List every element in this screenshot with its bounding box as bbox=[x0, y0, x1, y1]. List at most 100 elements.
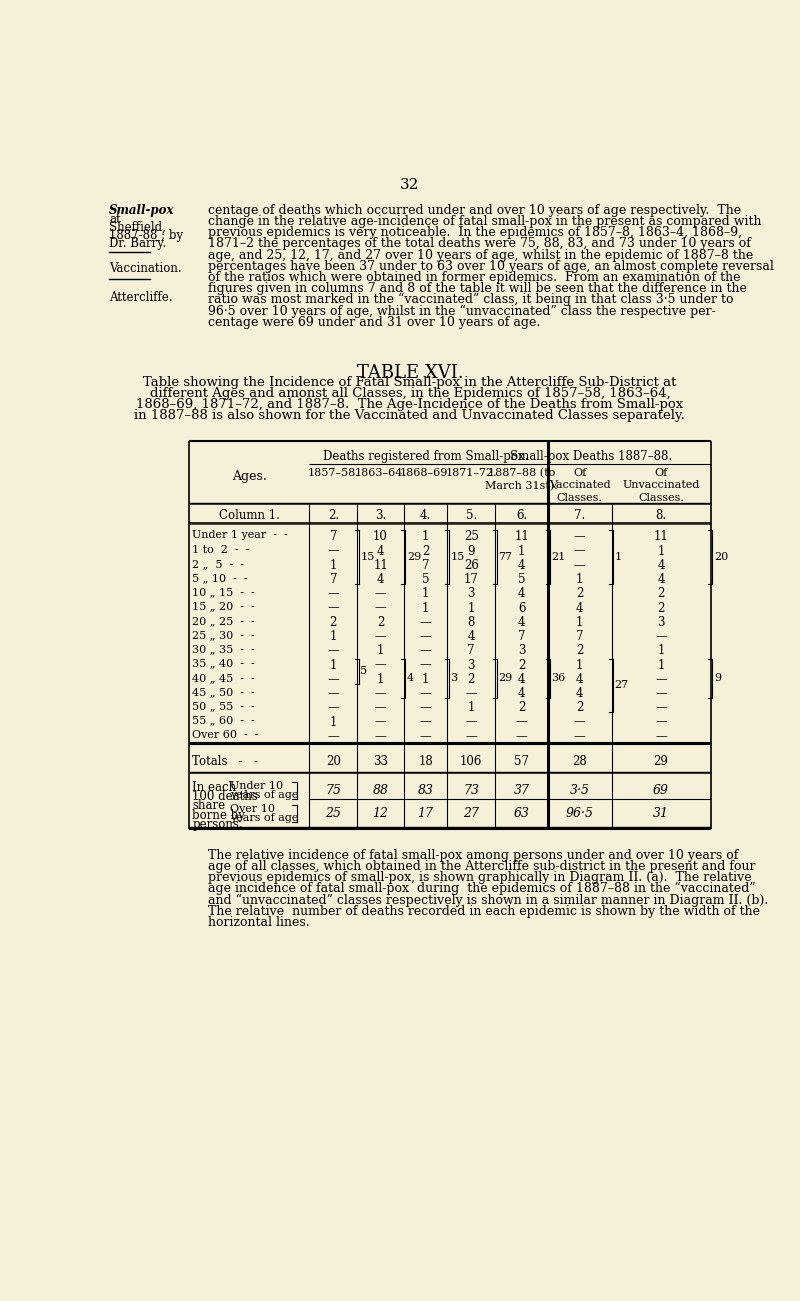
Text: Totals   -   -: Totals - - bbox=[192, 755, 258, 768]
Text: 2.: 2. bbox=[328, 509, 339, 522]
Text: 7: 7 bbox=[576, 630, 583, 643]
Text: The relative incidence of fatal small-pox among persons under and over 10 years : The relative incidence of fatal small-po… bbox=[209, 848, 739, 861]
Text: 4: 4 bbox=[407, 674, 414, 683]
Text: In each: In each bbox=[192, 781, 236, 794]
Text: 1 to  2  -  -: 1 to 2 - - bbox=[192, 545, 250, 554]
Text: —: — bbox=[655, 673, 667, 686]
Text: —: — bbox=[374, 701, 386, 714]
Text: 1: 1 bbox=[330, 658, 337, 671]
Text: Deaths registered from Small-pox.: Deaths registered from Small-pox. bbox=[323, 450, 528, 463]
Text: previous epidemics is very noticeable.  In the epidemics of 1857–8, 1863–4, 1868: previous epidemics is very noticeable. I… bbox=[209, 226, 742, 239]
Text: —: — bbox=[420, 687, 431, 700]
Text: 1: 1 bbox=[576, 572, 583, 585]
Text: 73: 73 bbox=[463, 783, 479, 796]
Text: 4.: 4. bbox=[420, 509, 431, 522]
Text: 4: 4 bbox=[658, 559, 665, 572]
Text: 27: 27 bbox=[614, 680, 629, 691]
Text: 40 „ 45  -  -: 40 „ 45 - - bbox=[192, 673, 255, 683]
Text: 20: 20 bbox=[326, 755, 341, 768]
Text: 9: 9 bbox=[714, 674, 721, 683]
Text: 25: 25 bbox=[326, 807, 342, 820]
Text: 6.: 6. bbox=[516, 509, 527, 522]
Text: 33: 33 bbox=[373, 755, 388, 768]
Text: —: — bbox=[516, 716, 527, 729]
Text: Table showing the Incidence of Fatal Small-pox in the Attercliffe Sub-District a: Table showing the Incidence of Fatal Sma… bbox=[143, 376, 677, 389]
Text: 1: 1 bbox=[422, 673, 429, 686]
Text: —: — bbox=[655, 730, 667, 743]
Text: share: share bbox=[192, 799, 226, 812]
Text: 10: 10 bbox=[373, 531, 388, 544]
Text: 8.: 8. bbox=[655, 509, 666, 522]
Text: —: — bbox=[374, 587, 386, 600]
Text: 1: 1 bbox=[658, 545, 665, 558]
Text: 4: 4 bbox=[518, 587, 526, 600]
Text: Vaccination.: Vaccination. bbox=[110, 263, 182, 276]
Text: 1871–72.: 1871–72. bbox=[446, 468, 497, 477]
Text: 3: 3 bbox=[450, 674, 458, 683]
Text: figures given in columns 7 and 8 of the table it will be seen that the differenc: figures given in columns 7 and 8 of the … bbox=[209, 282, 747, 295]
Text: 11: 11 bbox=[654, 531, 669, 544]
Text: 28: 28 bbox=[572, 755, 587, 768]
Text: —: — bbox=[655, 716, 667, 729]
Text: 83: 83 bbox=[418, 783, 434, 796]
Text: 9: 9 bbox=[467, 545, 475, 558]
Text: 15 „ 20  -  -: 15 „ 20 - - bbox=[192, 601, 255, 611]
Text: 1887–88 (to
March 31st).: 1887–88 (to March 31st). bbox=[486, 468, 558, 490]
Text: Small-pox: Small-pox bbox=[110, 204, 175, 217]
Text: 63: 63 bbox=[514, 807, 530, 820]
Text: centage of deaths which occurred under and over 10 years of age respectively.  T: centage of deaths which occurred under a… bbox=[209, 204, 742, 217]
Text: persons.: persons. bbox=[192, 818, 243, 831]
Text: 4: 4 bbox=[377, 572, 384, 585]
Text: 6: 6 bbox=[518, 601, 526, 614]
Text: 25 „ 30  -  -: 25 „ 30 - - bbox=[192, 630, 255, 640]
Text: 10 „ 15  -  -: 10 „ 15 - - bbox=[192, 587, 255, 597]
Text: —: — bbox=[466, 716, 477, 729]
Text: Ages.: Ages. bbox=[232, 470, 266, 483]
Text: 17: 17 bbox=[464, 572, 478, 585]
Text: 7: 7 bbox=[518, 630, 526, 643]
Text: Column 1.: Column 1. bbox=[218, 509, 280, 522]
Text: 4: 4 bbox=[467, 630, 475, 643]
Text: —: — bbox=[327, 601, 339, 614]
Text: ratio was most marked in the “vaccinated” class, it being in that class 3·5 unde: ratio was most marked in the “vaccinated… bbox=[209, 293, 734, 307]
Text: 75: 75 bbox=[326, 783, 342, 796]
Text: —: — bbox=[327, 673, 339, 686]
Text: Over 60  -  -: Over 60 - - bbox=[192, 730, 258, 740]
Text: —: — bbox=[655, 630, 667, 643]
Text: —: — bbox=[574, 545, 586, 558]
Text: 29: 29 bbox=[498, 674, 513, 683]
Text: Under 10: Under 10 bbox=[230, 781, 283, 791]
Text: —: — bbox=[374, 687, 386, 700]
Text: 27: 27 bbox=[463, 807, 479, 820]
Text: —: — bbox=[327, 730, 339, 743]
Text: TABLE XVI.: TABLE XVI. bbox=[357, 364, 463, 382]
Text: 1: 1 bbox=[467, 601, 475, 614]
Text: 11: 11 bbox=[373, 559, 388, 572]
Text: 7: 7 bbox=[330, 531, 337, 544]
Text: 18: 18 bbox=[418, 755, 433, 768]
Text: 4: 4 bbox=[518, 615, 526, 628]
Text: Sheffield,: Sheffield, bbox=[110, 221, 166, 234]
Text: 1: 1 bbox=[377, 644, 384, 657]
Text: 1: 1 bbox=[518, 545, 526, 558]
Text: —: — bbox=[655, 701, 667, 714]
Text: percentages have been 37 under to 63 over 10 years of age, an almost complete re: percentages have been 37 under to 63 ove… bbox=[209, 260, 774, 273]
Text: 2: 2 bbox=[330, 615, 337, 628]
Text: 2: 2 bbox=[658, 601, 665, 614]
Text: —: — bbox=[327, 545, 339, 558]
Text: 1: 1 bbox=[330, 559, 337, 572]
Text: 1: 1 bbox=[614, 553, 622, 562]
Text: —: — bbox=[327, 644, 339, 657]
Text: 36: 36 bbox=[551, 674, 566, 683]
Text: 2: 2 bbox=[518, 658, 526, 671]
Text: 7: 7 bbox=[330, 572, 337, 585]
Text: 45 „ 50  -  -: 45 „ 50 - - bbox=[192, 687, 255, 697]
Text: 26: 26 bbox=[464, 559, 478, 572]
Text: 11: 11 bbox=[514, 531, 529, 544]
Text: 7: 7 bbox=[422, 559, 430, 572]
Text: —: — bbox=[574, 559, 586, 572]
Text: 2: 2 bbox=[576, 701, 583, 714]
Text: 1: 1 bbox=[377, 673, 384, 686]
Text: years of age: years of age bbox=[230, 790, 298, 800]
Text: 35 „ 40  -  -: 35 „ 40 - - bbox=[192, 658, 255, 669]
